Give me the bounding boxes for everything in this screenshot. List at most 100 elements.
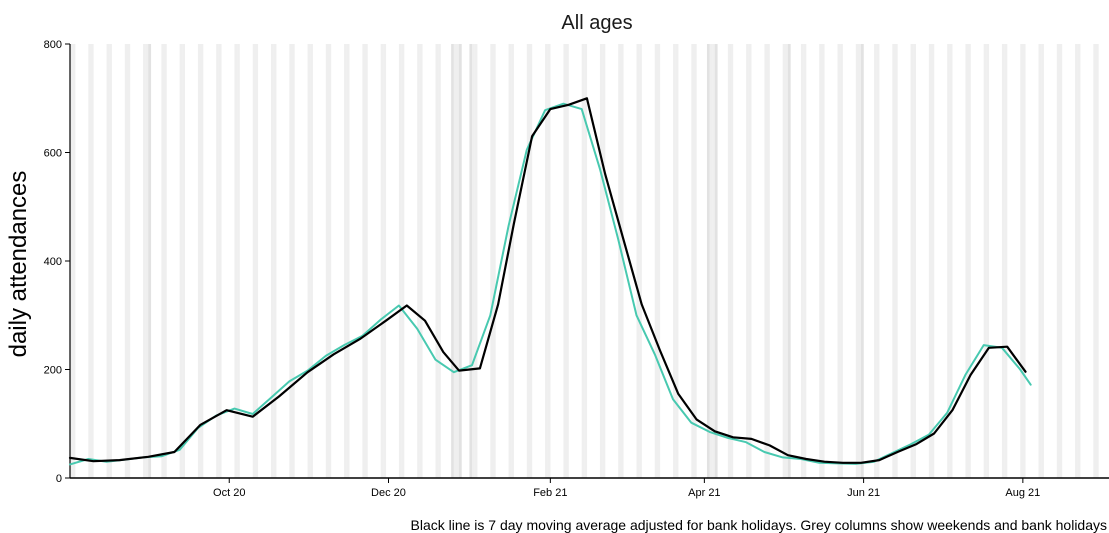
x-tick-label: Jun 21 — [847, 487, 880, 499]
shade-column — [179, 44, 183, 478]
shade-column — [673, 44, 676, 478]
shade-column — [819, 44, 822, 478]
shade-column — [602, 44, 606, 478]
shade-column — [90, 44, 94, 478]
shade-column — [1077, 44, 1081, 478]
shade-column — [983, 44, 987, 478]
shade-column — [931, 44, 935, 478]
weekend-holiday-shading — [70, 44, 1099, 478]
x-tick-label: Aug 21 — [1005, 487, 1040, 499]
shade-column — [727, 44, 731, 478]
shade-column — [618, 44, 621, 478]
shade-column — [581, 44, 585, 478]
shade-column — [709, 44, 713, 478]
shade-column — [654, 44, 658, 478]
shade-column — [458, 44, 462, 478]
shade-column — [161, 44, 165, 478]
shade-column — [1041, 44, 1044, 478]
shade-column — [947, 44, 950, 478]
y-tick-label: 800 — [44, 39, 62, 51]
shade-column — [362, 44, 366, 478]
x-tick-label: Dec 20 — [371, 487, 406, 499]
shade-column — [837, 44, 841, 478]
shade-column — [419, 44, 423, 478]
x-axis: Oct 20 Dec 20 Feb 21 Apr 21 Jun 21 Aug 21 — [70, 477, 1109, 499]
shade-column — [767, 44, 770, 478]
shade-column — [417, 44, 420, 478]
shade-column — [910, 44, 914, 478]
shade-column — [657, 44, 661, 478]
shade-column — [255, 44, 259, 478]
shade-column — [858, 44, 862, 478]
shade-column — [237, 44, 240, 478]
shade-column — [855, 44, 859, 478]
shade-column — [894, 44, 898, 478]
shade-column — [72, 44, 76, 478]
shade-column — [124, 44, 128, 478]
shade-column — [787, 44, 791, 478]
shade-column — [271, 44, 274, 478]
shade-column — [861, 44, 864, 478]
shade-column — [706, 44, 710, 478]
moving-average-line — [68, 97, 1027, 464]
shade-column — [364, 44, 368, 478]
shade-column — [508, 44, 512, 478]
chart-title: All ages — [561, 12, 632, 34]
y-tick-label: 400 — [44, 256, 62, 268]
shade-column — [216, 44, 219, 478]
shade-column — [127, 44, 131, 478]
shade-column — [252, 44, 256, 478]
shade-column — [106, 44, 110, 478]
shade-column — [1093, 44, 1097, 478]
shade-column — [474, 44, 478, 478]
shade-column — [456, 44, 460, 478]
shade-column — [803, 44, 807, 478]
shade-column — [1022, 44, 1026, 478]
shade-column — [730, 44, 734, 478]
shade-column — [620, 44, 624, 478]
shade-column — [545, 44, 548, 478]
shade-column — [435, 44, 439, 478]
shade-column — [143, 44, 146, 478]
shade-column — [675, 44, 679, 478]
shade-column — [148, 44, 152, 478]
shade-column — [291, 44, 295, 478]
shade-column — [200, 44, 204, 478]
shade-column — [748, 44, 752, 478]
shade-column — [639, 44, 642, 478]
shade-column — [401, 44, 405, 478]
shade-column — [840, 44, 843, 478]
series-lines — [68, 97, 1032, 466]
shade-column — [584, 44, 588, 478]
shade-column — [1075, 44, 1078, 478]
x-tick-label: Oct 20 — [213, 487, 245, 499]
shade-column — [1038, 44, 1042, 478]
shade-column — [307, 44, 311, 478]
shade-column — [764, 44, 768, 478]
shade-column — [451, 44, 454, 478]
shade-column — [785, 44, 789, 478]
shade-column — [234, 44, 238, 478]
shade-column — [712, 44, 715, 478]
shade-column — [928, 44, 932, 478]
shade-column — [892, 44, 896, 478]
shade-column — [746, 44, 749, 478]
shade-column — [273, 44, 277, 478]
shade-column — [70, 44, 73, 478]
shade-column — [1020, 44, 1023, 478]
shade-column — [472, 44, 475, 478]
shade-column — [599, 44, 603, 478]
y-tick-label: 600 — [44, 148, 62, 160]
shade-column — [289, 44, 293, 478]
shade-column — [529, 44, 533, 478]
shade-column — [163, 44, 167, 478]
y-tick-label: 0 — [56, 473, 62, 485]
shade-column — [693, 44, 697, 478]
shade-column — [310, 44, 313, 478]
shade-column — [800, 44, 804, 478]
shade-column — [986, 44, 990, 478]
shade-column — [88, 44, 92, 478]
shade-column — [563, 44, 567, 478]
shade-column — [182, 44, 186, 478]
shade-column — [636, 44, 640, 478]
